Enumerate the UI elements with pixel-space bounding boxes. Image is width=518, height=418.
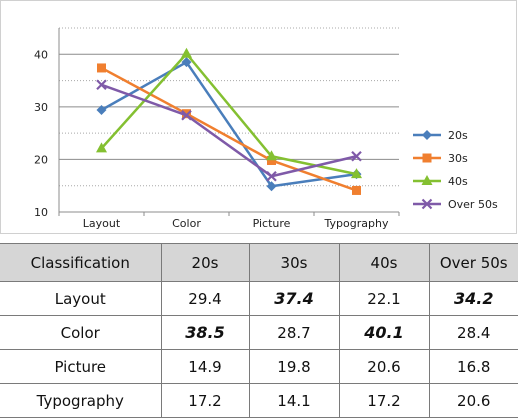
value-cell: 17.2 [160,383,250,418]
value-cell: 22.1 [338,281,430,316]
highlighted-value-cell: 40.1 [338,315,430,350]
header-cell: 30s [248,243,340,282]
data-point-40s [181,47,192,58]
data-point-20s [96,105,107,116]
data-point-30s [182,109,191,119]
x-tick-label: Typography [324,217,389,230]
legend-label-40s: 40s [448,175,468,188]
y-tick-label: 10 [34,206,48,219]
x-tick-label: Layout [83,217,121,230]
data-point-over-50s [351,150,362,162]
y-tick-label: 20 [34,153,48,166]
table-body: Layout 29.4 37.4 22.1 34.2 Color 38.5 28.7 40.1 2… [0,281,518,418]
value-cell: 16.8 [428,349,518,384]
chart-svg: 10 20 30 40 Layout Color Picture Typography 20s 3… [34,27,510,230]
value-cell: 29.4 [160,281,250,316]
row-label-cell: Picture [0,349,162,384]
data-point-40s [351,168,362,179]
data-point-30s [352,185,361,195]
x-tick-label: Picture [253,217,291,230]
row-label-cell: Color [0,315,162,350]
data-point-over-50s [96,79,107,91]
data-point-30s [97,63,106,73]
legend-label-30s: 30s [448,152,468,165]
data-point-20s [181,57,192,68]
table-row: Color 38.5 28.7 40.1 28.4 [0,315,518,350]
series-line-40s [100,52,357,176]
row-label-cell: Layout [0,281,162,316]
highlighted-value-cell: 38.5 [160,315,250,350]
header-cell: Classification [0,243,162,282]
value-cell: 28.7 [248,315,340,350]
table-row: Typography 17.2 14.1 17.2 20.6 [0,383,518,418]
value-cell: 19.8 [248,349,340,384]
value-cell: 14.9 [160,349,250,384]
y-tick-label: 40 [34,48,48,61]
highlighted-value-cell: 37.4 [248,281,340,316]
table-row: Picture 14.9 19.8 20.6 16.8 [0,349,518,384]
legend-label-over-50s: Over 50s [448,198,498,211]
header-cell: 40s [338,243,430,282]
data-table: Classification 20s 30s 40s Over 50s Layo… [0,243,518,418]
series-line-over-50s [101,83,357,178]
value-cell: 28.4 [428,315,518,350]
legend-label-20s: 20s [448,129,468,142]
x-tick-label: Color [172,217,201,230]
header-cell: Over 50s [428,243,518,282]
line-chart: 10 20 30 40 Layout Color Picture Typography 20s 3… [0,0,517,234]
table-header-row: Classification 20s 30s 40s Over 50s [0,243,518,282]
data-point-over-50s [181,109,192,121]
data-point-over-50s [266,170,277,182]
data-point-40s [96,142,107,153]
value-cell: 17.2 [338,383,430,418]
value-cell: 14.1 [248,383,340,418]
value-cell: 20.6 [338,349,430,384]
y-tick-label: 30 [34,101,48,114]
header-cell: 20s [160,243,250,282]
data-point-40s [266,150,277,161]
value-cell: 20.6 [428,383,518,418]
data-point-20s [266,181,277,192]
highlighted-value-cell: 34.2 [428,281,518,316]
table-row: Layout 29.4 37.4 22.1 34.2 [0,281,518,316]
series-line-30s [100,66,357,192]
data-point-30s [267,155,276,165]
legend-marker-30s [422,153,432,163]
legend-marker-40s [421,175,433,185]
legend-marker-over-50s [421,198,433,210]
legend-marker-20s [422,130,432,140]
row-label-cell: Typography [0,383,162,418]
series-line-20s [100,60,357,188]
